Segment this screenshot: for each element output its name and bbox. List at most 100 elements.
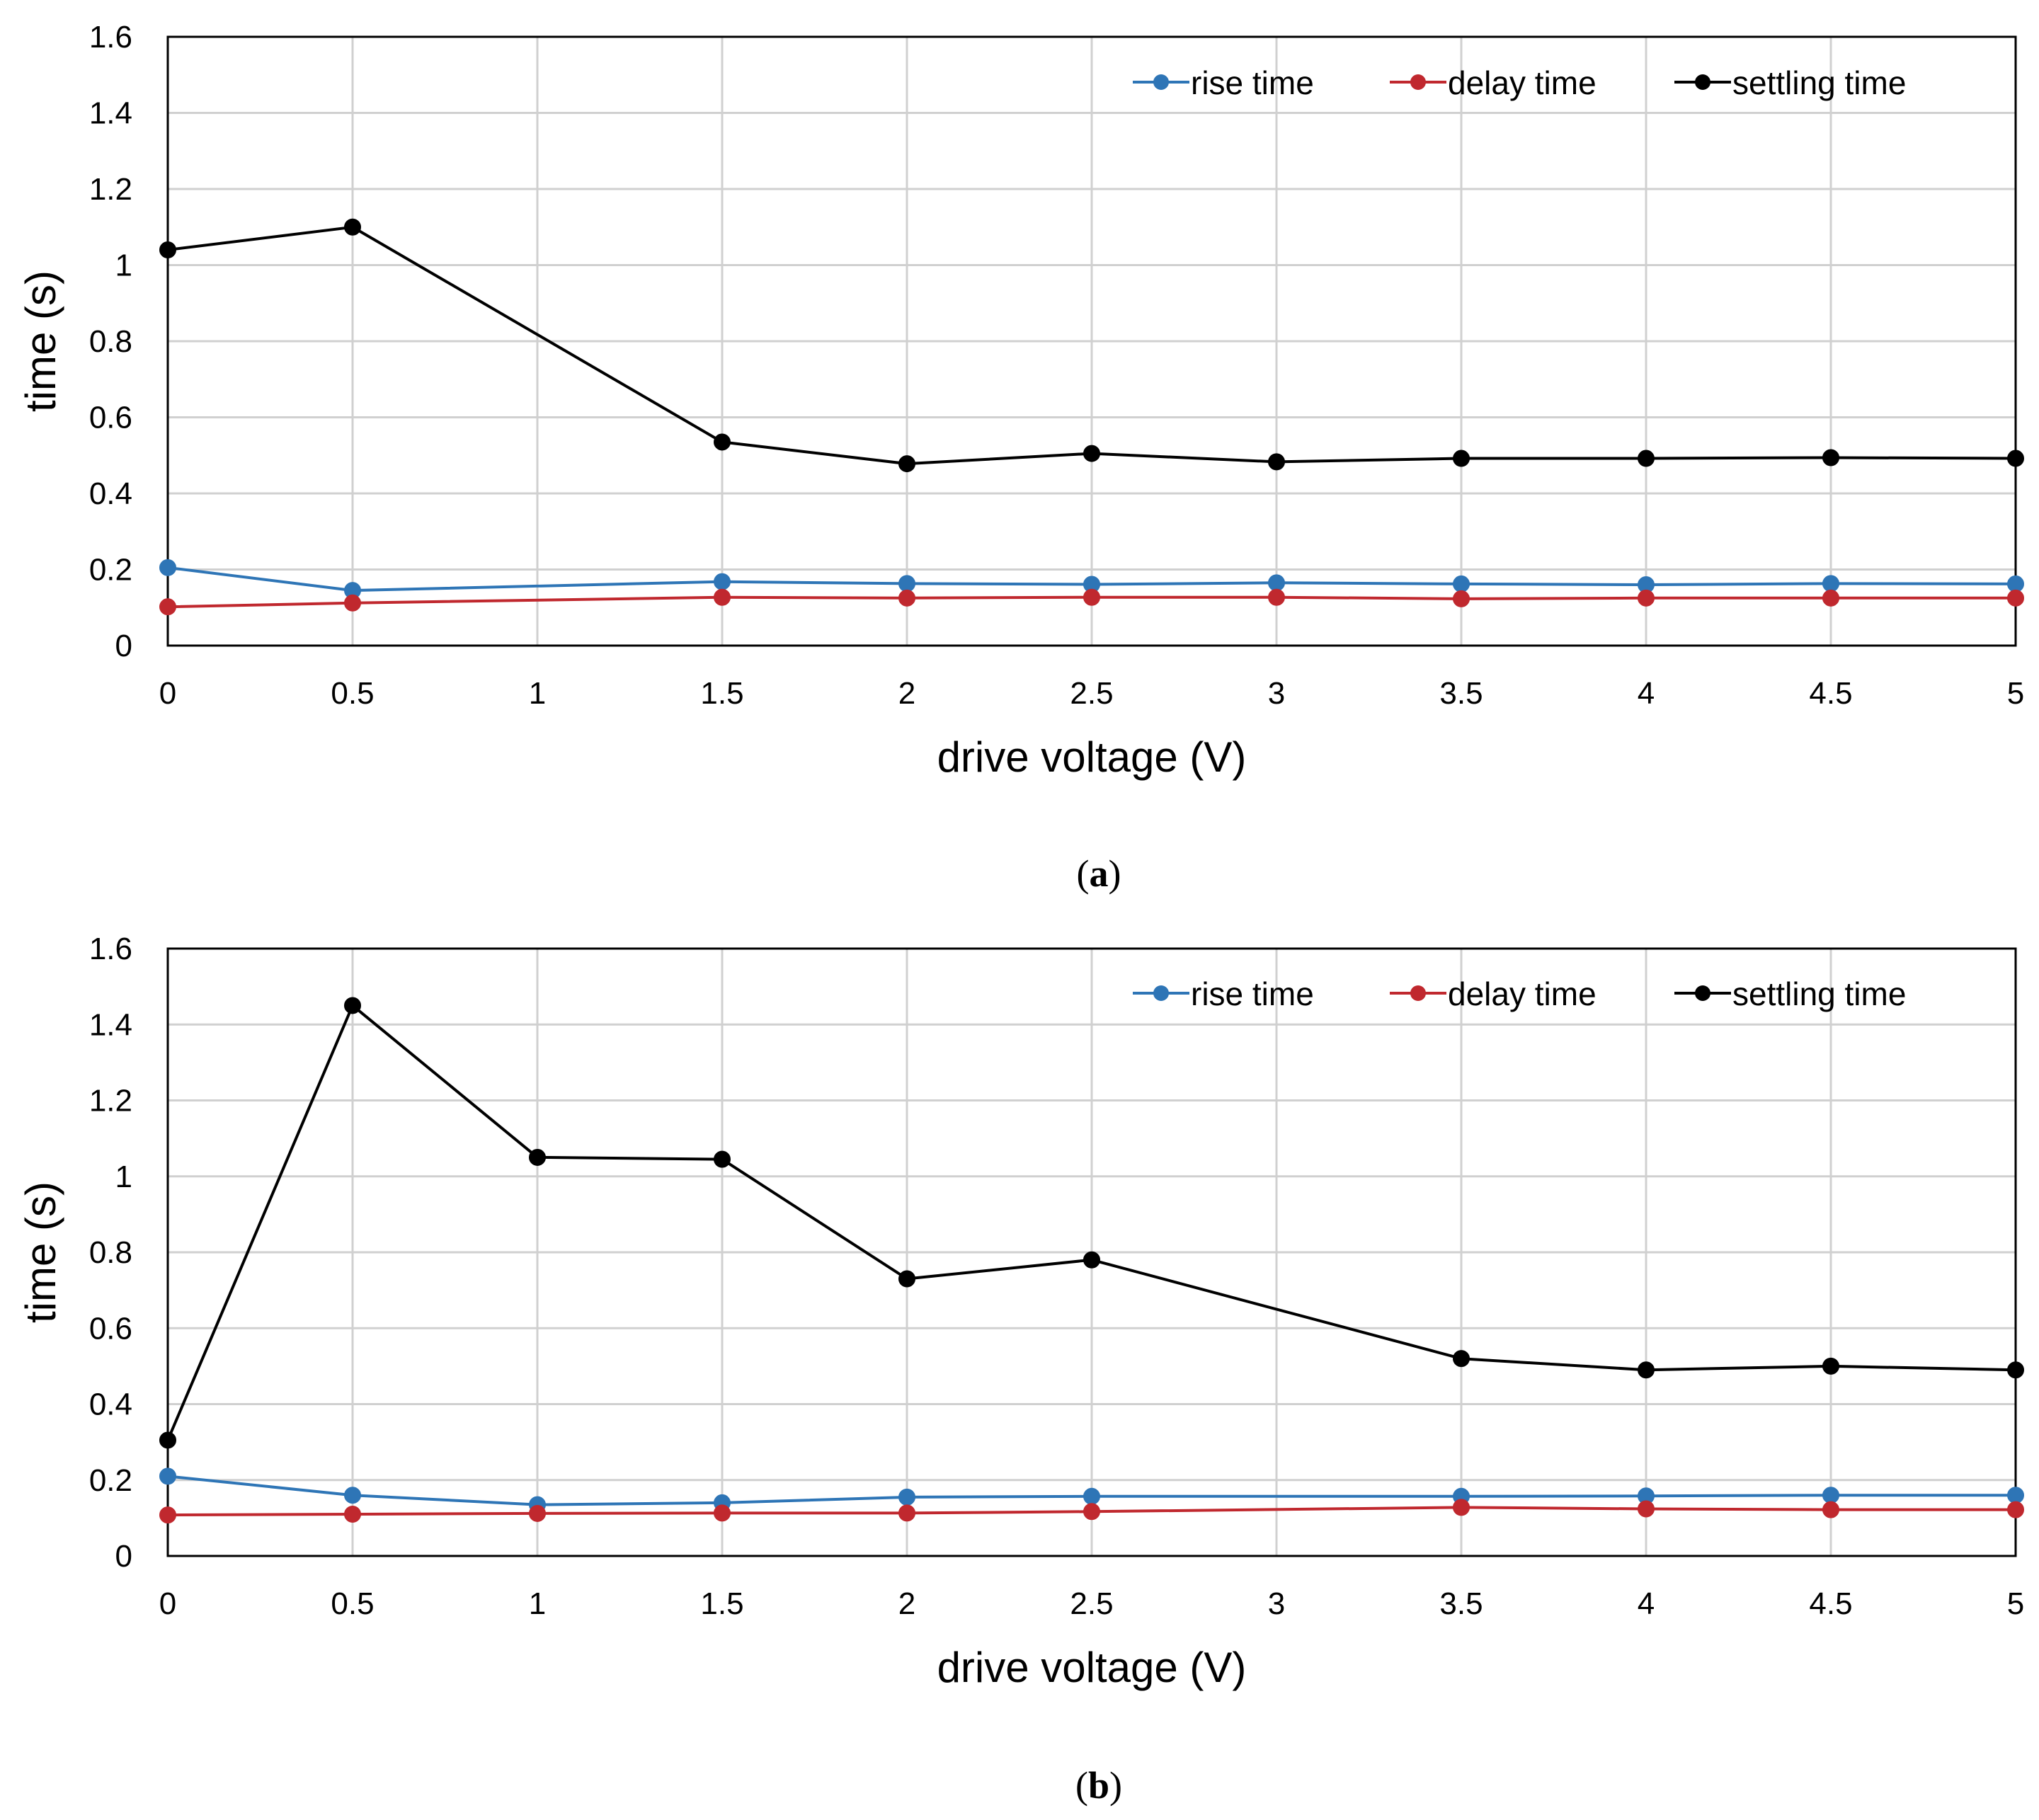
x-tick-label: 2.5 [1070, 1586, 1113, 1621]
y-tick-label: 1.4 [89, 1007, 132, 1042]
data-point-delay-time [344, 594, 361, 612]
series-line-rise-time [167, 566, 2016, 593]
data-point-settling-time [344, 218, 361, 236]
y-tick-label: 0.4 [89, 476, 132, 511]
caption-close-paren: ) [1109, 852, 1121, 895]
x-tick-label: 1 [529, 676, 546, 711]
y-tick-label: 1 [115, 248, 132, 283]
y-tick-label: 0.6 [89, 401, 132, 435]
data-point-delay-time [159, 1506, 176, 1524]
caption-open-paren: ( [1077, 852, 1090, 895]
data-point-delay-time [1638, 1500, 1655, 1518]
chart-b: 0 0.2 0.4 0.6 0.8 1 1.2 1.4 1.6 0 0.5 1 1.5 2 2.5 3 3.5 4… [17, 932, 2024, 1807]
data-point-delay-time [714, 588, 731, 606]
data-point-rise-time [714, 573, 731, 590]
chart-a: 0 0.2 0.4 0.6 0.8 1 1.2 1.4 1.6 0 0.5 1 1.5 2 2.5 3 3.5 4… [17, 20, 2024, 895]
x-tick-label: 2.5 [1070, 676, 1113, 711]
y-tick-label: 1.6 [89, 932, 132, 966]
caption-close-paren: ) [1109, 1764, 1122, 1807]
x-tick-label: 1.5 [700, 1586, 743, 1621]
data-point-delay-time [1083, 588, 1100, 606]
x-tick-label: 0.5 [331, 676, 374, 711]
data-point-delay-time [898, 1504, 915, 1522]
data-point-rise-time [898, 1488, 915, 1506]
data-point-rise-time [898, 575, 915, 593]
legend-marker [1153, 985, 1169, 1001]
legend-marker [1153, 74, 1169, 90]
data-point-delay-time [1453, 590, 1470, 607]
data-point-delay-time [2007, 589, 2024, 607]
x-tick-label: 1.5 [700, 676, 743, 711]
y-tick-label: 1.4 [89, 96, 132, 131]
y-tick-label: 0.2 [89, 1463, 132, 1498]
legend-label: settling time [1732, 975, 1906, 1012]
legend-label: settling time [1732, 64, 1906, 101]
plot-frame [166, 947, 2017, 1557]
data-point-delay-time [344, 1506, 361, 1523]
series-line-settling-time [167, 225, 2016, 466]
data-point-settling-time [1638, 450, 1655, 467]
y-tick-label: 0.4 [89, 1387, 132, 1422]
data-point-settling-time [344, 997, 361, 1014]
legend-label: rise time [1191, 64, 1314, 101]
data-point-settling-time [1268, 453, 1285, 471]
x-axis-title: drive voltage (V) [937, 1644, 1247, 1691]
x-tick-label: 3.5 [1439, 1586, 1483, 1621]
legend-marker [1695, 74, 1710, 90]
y-tick-label: 0.6 [89, 1311, 132, 1346]
data-point-settling-time [714, 1150, 731, 1168]
data-point-settling-time [1453, 450, 1470, 467]
x-tick-label: 4.5 [1809, 1586, 1852, 1621]
data-point-rise-time [1822, 1487, 1839, 1504]
data-point-delay-time [1453, 1499, 1470, 1516]
data-point-settling-time [2007, 1361, 2024, 1379]
data-point-settling-time [898, 1270, 915, 1288]
x-tick-label: 0 [159, 1586, 176, 1621]
caption-open-paren: ( [1075, 1764, 1088, 1807]
legend-label: rise time [1191, 975, 1314, 1012]
plot-frame [166, 35, 2017, 647]
y-axis-title: time (s) [17, 270, 64, 412]
data-point-settling-time [1083, 445, 1100, 462]
data-point-delay-time [1083, 1503, 1100, 1521]
caption-letter: b [1088, 1764, 1109, 1807]
data-point-delay-time [1638, 589, 1655, 607]
data-point-delay-time [1822, 589, 1839, 607]
caption-letter: a [1090, 852, 1109, 895]
subfigure-caption: (a) [1077, 852, 1121, 895]
x-tick-label: 3 [1268, 1586, 1285, 1621]
y-tick-label: 1.6 [89, 20, 132, 55]
x-tick-label: 3.5 [1439, 676, 1483, 711]
x-tick-label: 2 [898, 676, 915, 711]
x-tick-label: 3 [1268, 676, 1285, 711]
subfigure-caption: (b) [1075, 1764, 1122, 1807]
data-point-settling-time [714, 433, 731, 451]
data-point-delay-time [2007, 1501, 2024, 1518]
y-tick-label: 1.2 [89, 172, 132, 207]
data-point-settling-time [1453, 1350, 1470, 1368]
data-point-rise-time [159, 559, 176, 576]
y-tick-label: 0.8 [89, 1235, 132, 1270]
data-point-rise-time [1268, 574, 1285, 592]
series-line-rise-time [167, 1475, 2016, 1506]
data-point-delay-time [1822, 1501, 1839, 1518]
legend-marker [1410, 74, 1426, 90]
legend: rise time delay time settling time [1133, 64, 1906, 101]
legend-marker [1410, 985, 1426, 1001]
series-line-settling-time [166, 1004, 2016, 1441]
data-point-settling-time [159, 241, 176, 258]
y-axis-title: time (s) [17, 1181, 64, 1323]
data-point-rise-time [159, 1467, 176, 1485]
x-tick-label: 4 [1638, 676, 1655, 711]
data-point-delay-time [159, 598, 176, 616]
data-point-delay-time [529, 1504, 546, 1522]
y-tick-label: 0 [115, 629, 132, 663]
y-tick-label: 0.2 [89, 553, 132, 588]
data-point-settling-time [1083, 1251, 1100, 1269]
data-point-delay-time [714, 1504, 731, 1522]
data-point-delay-time [898, 589, 915, 607]
data-point-rise-time [1453, 575, 1470, 593]
data-point-settling-time [1822, 449, 1839, 467]
data-point-settling-time [159, 1431, 176, 1449]
